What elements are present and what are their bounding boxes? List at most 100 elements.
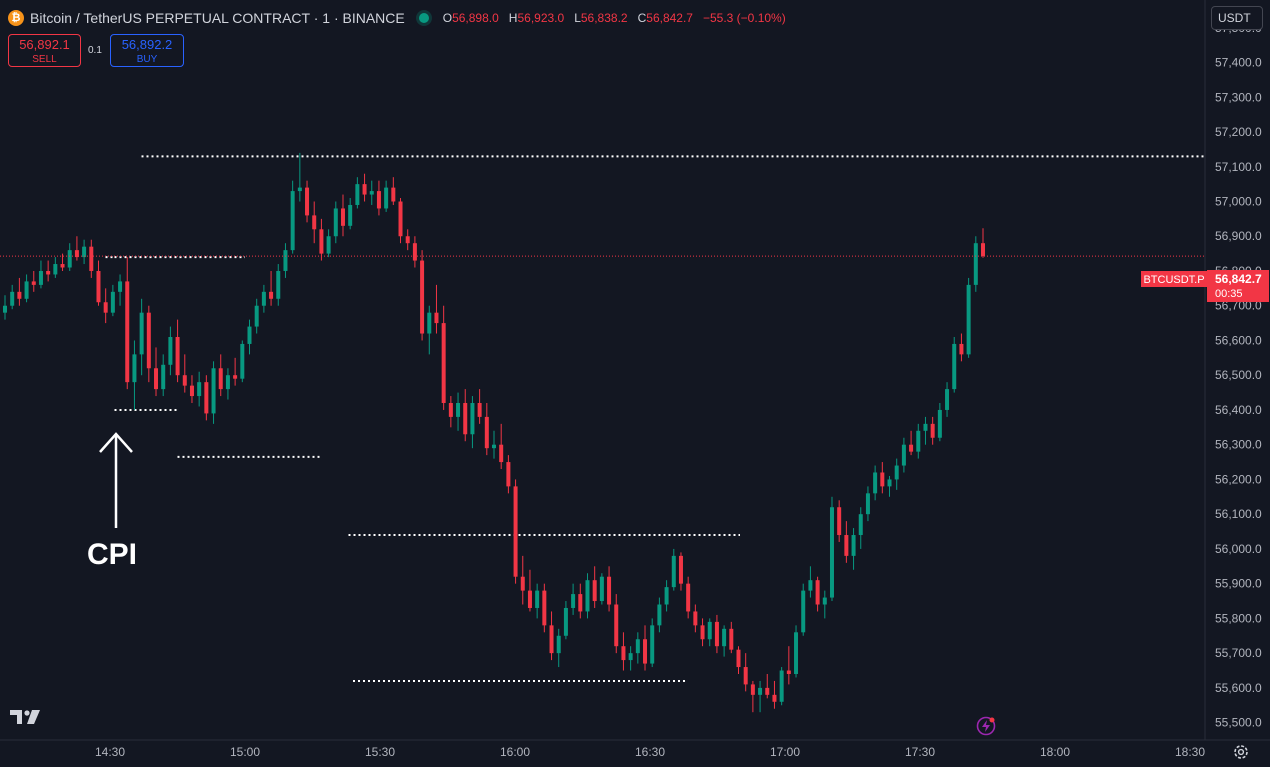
candle [650,618,655,668]
price-axis[interactable]: 57,500.057,400.057,300.057,200.057,100.0… [1215,21,1262,730]
candle [571,583,576,615]
candle [154,347,159,397]
candle [31,270,36,292]
candle [168,326,173,376]
y-tick-label: 55,800.0 [1215,611,1262,625]
sell-price: 56,892.1 [19,37,70,52]
candle [794,625,799,678]
sell-label: SELL [32,54,57,65]
x-tick-label: 16:30 [635,745,665,759]
cpi-annotation: CPI [87,432,137,571]
candle [182,354,187,393]
gear-icon[interactable] [1232,743,1250,761]
candle [362,173,367,202]
candle [225,368,230,400]
candle [772,680,777,709]
candle [326,229,331,258]
x-tick-label: 14:30 [95,745,125,759]
candle [261,284,266,313]
candle [197,371,202,407]
ohlc-close: C56,842.7 [637,11,693,25]
candle [276,264,281,306]
candle [937,403,942,442]
lightning-icon[interactable] [976,716,996,736]
candle [312,201,317,244]
candle [923,416,928,445]
tradingview-logo-icon[interactable] [10,708,44,726]
candle [60,253,65,271]
horizontal-levels [105,155,1217,682]
candle [448,396,453,428]
candle [290,180,295,254]
candle [161,354,166,397]
y-tick-label: 56,000.0 [1215,542,1262,556]
candle [542,583,547,633]
candle [973,236,978,292]
candle [434,284,439,334]
candle [959,333,964,362]
candle [520,555,525,605]
time-axis[interactable]: 14:30 15:00 15:30 16:00 16:30 17:00 17:30 18:00… [95,745,1205,759]
currency-select[interactable]: USDT [1211,6,1263,30]
candle [750,680,755,713]
candle [880,462,885,494]
y-tick-label: 56,100.0 [1215,507,1262,521]
x-tick-label: 17:30 [905,745,935,759]
candle [563,601,568,640]
buy-price: 56,892.2 [121,37,173,52]
y-tick-label: 56,900.0 [1215,229,1262,243]
candle [643,625,648,671]
candle [333,201,338,244]
y-tick-label: 55,500.0 [1215,716,1262,730]
x-tick-label: 17:00 [770,745,800,759]
y-tick-label: 56,600.0 [1215,333,1262,347]
candle [211,361,216,424]
y-tick-label: 57,200.0 [1215,125,1262,139]
cpi-label: CPI [87,538,137,571]
candle [506,455,511,494]
candle [844,521,849,563]
candle [67,243,72,271]
symbol-title[interactable]: Bitcoin / TetherUS PERPETUAL CONTRACT · … [30,10,405,26]
sell-button[interactable]: 56,892.1 SELL [8,34,81,67]
candle [463,389,468,442]
candle [319,218,324,261]
ohlc-change: −55.3 (−0.10%) [702,11,786,25]
y-tick-label: 55,600.0 [1215,681,1262,695]
candle [139,298,144,376]
candle [254,298,259,334]
candle [376,180,381,216]
candle [686,576,691,619]
candle [916,423,921,459]
ohlc-open: O56,898.0 [442,11,499,25]
x-tick-label: 18:30 [1175,745,1205,759]
candle [657,597,662,633]
candle [801,583,806,636]
ohlc-high: H56,923.0 [508,11,565,25]
y-tick-label: 57,300.0 [1215,90,1262,104]
candle [743,653,748,692]
buy-button[interactable]: 56,892.2 BUY [110,34,184,67]
candle [204,375,209,421]
order-quantity[interactable]: 0.1 [88,45,102,56]
candle [765,673,770,699]
candle [664,580,669,612]
market-open-icon [418,13,429,23]
candle [513,479,518,584]
candle [865,486,870,522]
candle [82,239,87,265]
candle [736,646,741,674]
candle [297,152,302,202]
candle [592,566,597,608]
candle [3,295,7,320]
candle [527,569,532,612]
y-tick-label: 57,000.0 [1215,195,1262,209]
candle [420,250,425,341]
candle [484,403,489,456]
candle [822,590,827,619]
candle [283,243,288,278]
candle [858,507,863,549]
candle [729,621,734,654]
candle [427,305,432,355]
